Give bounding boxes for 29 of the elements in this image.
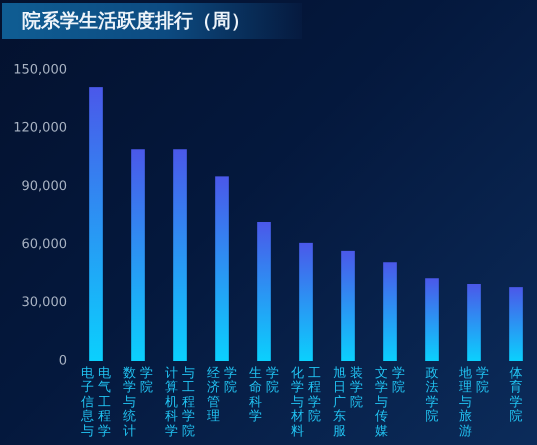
- x-tick-label: 体育学院: [510, 366, 522, 426]
- bar: [299, 242, 313, 361]
- bar: [383, 262, 397, 361]
- y-tick-label: 60,000: [22, 236, 67, 252]
- bar: [173, 149, 187, 361]
- category-label: 生命科学学院: [249, 366, 279, 424]
- bar: [215, 176, 229, 361]
- y-tick-label: 120,000: [13, 120, 67, 136]
- category-label: 化学与材料工程学院: [291, 366, 321, 439]
- y-tick-label: 150,000: [13, 62, 67, 78]
- bar: [509, 287, 523, 361]
- bar: [425, 278, 439, 361]
- category-label: 地理与旅游学院: [459, 366, 489, 439]
- y-tick-label: 0: [58, 353, 67, 368]
- bar: [257, 222, 271, 361]
- x-tick-label: 政法学院: [426, 366, 438, 426]
- category-label: 经济管理学院: [207, 366, 237, 424]
- category-label: 电子信息与电气工程学: [81, 366, 111, 439]
- bar: [89, 87, 103, 361]
- category-label: 旭日广东服装学院: [333, 366, 363, 439]
- category-label: 计算机科学与工程学院: [165, 366, 195, 439]
- y-tick-label: 90,000: [22, 178, 67, 194]
- chart-title: 院系学生活跃度排行（周）: [22, 9, 250, 33]
- bar: [341, 250, 355, 361]
- bar: [467, 284, 481, 361]
- y-tick-label: 30,000: [22, 295, 67, 310]
- category-label: 文学与传媒学院: [375, 366, 405, 439]
- category-label: 数学与统计学院: [123, 366, 153, 439]
- bar: [131, 149, 145, 361]
